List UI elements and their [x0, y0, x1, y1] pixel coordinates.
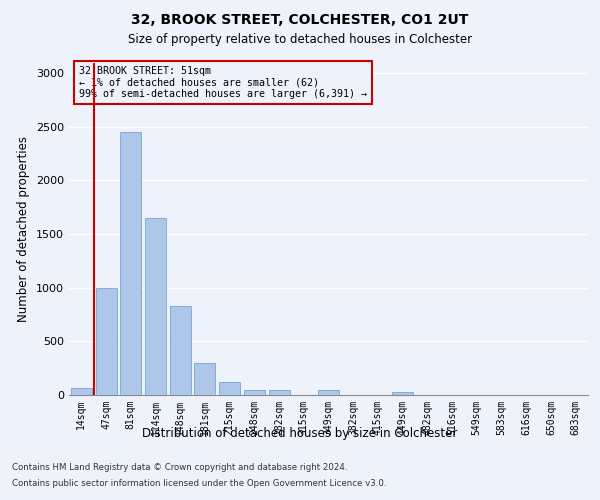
Text: Size of property relative to detached houses in Colchester: Size of property relative to detached ho… — [128, 32, 472, 46]
Text: Contains HM Land Registry data © Crown copyright and database right 2024.: Contains HM Land Registry data © Crown c… — [12, 462, 347, 471]
Bar — [269, 390, 290, 395]
Bar — [95, 288, 116, 395]
Bar — [318, 390, 339, 395]
Bar — [392, 392, 413, 395]
Bar — [145, 218, 166, 395]
Bar — [219, 382, 240, 395]
Bar — [120, 132, 141, 395]
Text: 32, BROOK STREET, COLCHESTER, CO1 2UT: 32, BROOK STREET, COLCHESTER, CO1 2UT — [131, 12, 469, 26]
Text: Contains public sector information licensed under the Open Government Licence v3: Contains public sector information licen… — [12, 479, 386, 488]
Text: Distribution of detached houses by size in Colchester: Distribution of detached houses by size … — [142, 428, 458, 440]
Bar — [170, 306, 191, 395]
Bar — [71, 388, 92, 395]
Text: 32 BROOK STREET: 51sqm
← 1% of detached houses are smaller (62)
99% of semi-deta: 32 BROOK STREET: 51sqm ← 1% of detached … — [79, 66, 367, 99]
Bar — [244, 390, 265, 395]
Bar — [194, 363, 215, 395]
Y-axis label: Number of detached properties: Number of detached properties — [17, 136, 31, 322]
